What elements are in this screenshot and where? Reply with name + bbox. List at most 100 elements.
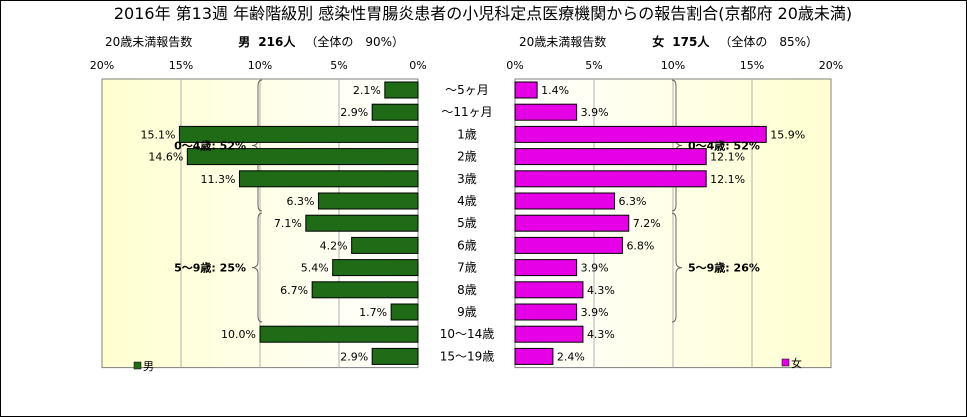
bracket-label: 5～9歳: 25% bbox=[174, 261, 246, 275]
x-tick-label-male: 15% bbox=[169, 59, 193, 72]
bar-female bbox=[514, 325, 584, 343]
data-label-female: 15.9% bbox=[770, 128, 805, 141]
chart-title: 2016年 第13週 年齢階級別 感染性胃腸炎患者の小児科定点医療機関からの報告… bbox=[114, 4, 852, 23]
bar-female bbox=[514, 303, 578, 321]
category-label: 8歳 bbox=[457, 283, 477, 297]
bar-male bbox=[311, 281, 419, 299]
x-tick-label-female: 5% bbox=[585, 59, 602, 72]
legend-swatch-male bbox=[133, 361, 142, 370]
category-label: 3歳 bbox=[457, 172, 477, 186]
data-label-female: 6.8% bbox=[626, 239, 654, 252]
x-tick-label-female: 10% bbox=[661, 59, 685, 72]
bar-female bbox=[514, 125, 767, 143]
data-label-male: 2.9% bbox=[340, 350, 368, 363]
data-label-female: 4.3% bbox=[587, 328, 615, 341]
bracket-male bbox=[251, 212, 263, 323]
x-tick-label-female: 0% bbox=[506, 59, 523, 72]
bar-female bbox=[514, 259, 578, 277]
x-tick-label-male: 10% bbox=[248, 59, 272, 72]
data-label-male: 6.3% bbox=[287, 195, 315, 208]
x-tick-label-female: 15% bbox=[740, 59, 764, 72]
header-share: （全体の 90%） bbox=[305, 34, 404, 49]
panel-header: 20歳未満報告数 男 216人 （全体の 90%） bbox=[105, 34, 404, 49]
category-label: 4歳 bbox=[457, 194, 477, 208]
data-label-male: 6.7% bbox=[280, 284, 308, 297]
data-label-female: 3.9% bbox=[581, 106, 609, 119]
data-label-male: 15.1% bbox=[140, 128, 175, 141]
header-subtitle: 20歳未満報告数 bbox=[105, 34, 192, 49]
data-label-male: 4.2% bbox=[320, 239, 348, 252]
legend-label-male: 男 bbox=[143, 360, 154, 373]
bar-male bbox=[238, 170, 419, 188]
legend-swatch-female bbox=[781, 358, 790, 367]
data-label-female: 1.4% bbox=[541, 84, 569, 97]
data-label-female: 3.9% bbox=[581, 306, 609, 319]
bar-male bbox=[371, 347, 419, 365]
bar-female bbox=[514, 347, 554, 365]
bar-male bbox=[178, 125, 419, 143]
bracket-male bbox=[251, 79, 263, 212]
bar-female bbox=[514, 81, 538, 99]
header-count: 175人 bbox=[672, 34, 710, 49]
bar-female bbox=[514, 170, 707, 188]
bracket-label: 5～9歳: 26% bbox=[688, 261, 760, 275]
category-label: ～5ヶ月 bbox=[445, 83, 489, 97]
header-subtitle: 20歳未満報告数 bbox=[519, 34, 606, 49]
data-label-male: 7.1% bbox=[274, 217, 302, 230]
category-label: 10～14歳 bbox=[440, 327, 495, 341]
data-label-female: 3.9% bbox=[581, 262, 609, 275]
data-label-male: 2.1% bbox=[353, 84, 381, 97]
header-sex: 男 bbox=[238, 35, 250, 49]
bar-female bbox=[514, 281, 584, 299]
category-label: 2歳 bbox=[457, 150, 477, 164]
bar-female bbox=[514, 103, 578, 121]
header-sex: 女 bbox=[652, 34, 664, 49]
bar-male bbox=[332, 259, 419, 277]
category-label: ～11ヶ月 bbox=[441, 105, 492, 119]
bar-female bbox=[514, 148, 707, 166]
bar-female bbox=[514, 214, 630, 232]
header-count: 216人 bbox=[258, 34, 296, 49]
data-label-male: 5.4% bbox=[301, 262, 329, 275]
data-label-female: 6.3% bbox=[619, 195, 647, 208]
bracket-label: 0～4歳: 52% bbox=[174, 139, 246, 153]
bar-male bbox=[305, 214, 419, 232]
legend-label-female: 女 bbox=[791, 356, 802, 370]
category-label: 15～19歳 bbox=[440, 349, 495, 363]
data-label-female: 12.1% bbox=[710, 173, 745, 186]
bar-male bbox=[390, 303, 419, 321]
bracket-label: 0～4歳: 52% bbox=[688, 139, 760, 153]
category-label: 7歳 bbox=[457, 261, 477, 275]
x-tick-label-female: 20% bbox=[819, 59, 843, 72]
data-label-female: 4.3% bbox=[587, 284, 615, 297]
data-label-female: 7.2% bbox=[633, 217, 661, 230]
bar-male bbox=[371, 103, 419, 121]
bar-male bbox=[317, 192, 419, 210]
bar-male bbox=[351, 236, 419, 254]
category-label: 6歳 bbox=[457, 238, 477, 252]
bar-male bbox=[186, 148, 419, 166]
x-tick-label-male: 5% bbox=[330, 59, 347, 72]
bar-male bbox=[259, 325, 419, 343]
data-label-male: 1.7% bbox=[359, 306, 387, 319]
x-tick-label-male: 20% bbox=[90, 59, 114, 72]
panel-header: 20歳未満報告数 女 175人 （全体の 85%） bbox=[519, 34, 818, 49]
bar-male bbox=[384, 81, 419, 99]
category-label: 5歳 bbox=[457, 216, 477, 230]
category-label: 9歳 bbox=[457, 305, 477, 319]
x-tick-label-male: 0% bbox=[409, 59, 426, 72]
bracket-female bbox=[671, 212, 683, 323]
data-label-female: 2.4% bbox=[557, 350, 585, 363]
bar-female bbox=[514, 192, 616, 210]
bar-female bbox=[514, 236, 623, 254]
data-label-female: 12.1% bbox=[710, 151, 745, 164]
data-label-male: 10.0% bbox=[221, 328, 256, 341]
category-label: 1歳 bbox=[457, 127, 477, 141]
bracket-female bbox=[671, 79, 683, 212]
data-label-male: 2.9% bbox=[340, 106, 368, 119]
header-share: （全体の 85%） bbox=[719, 34, 818, 49]
data-label-male: 11.3% bbox=[201, 173, 236, 186]
data-label-male: 14.6% bbox=[148, 151, 183, 164]
